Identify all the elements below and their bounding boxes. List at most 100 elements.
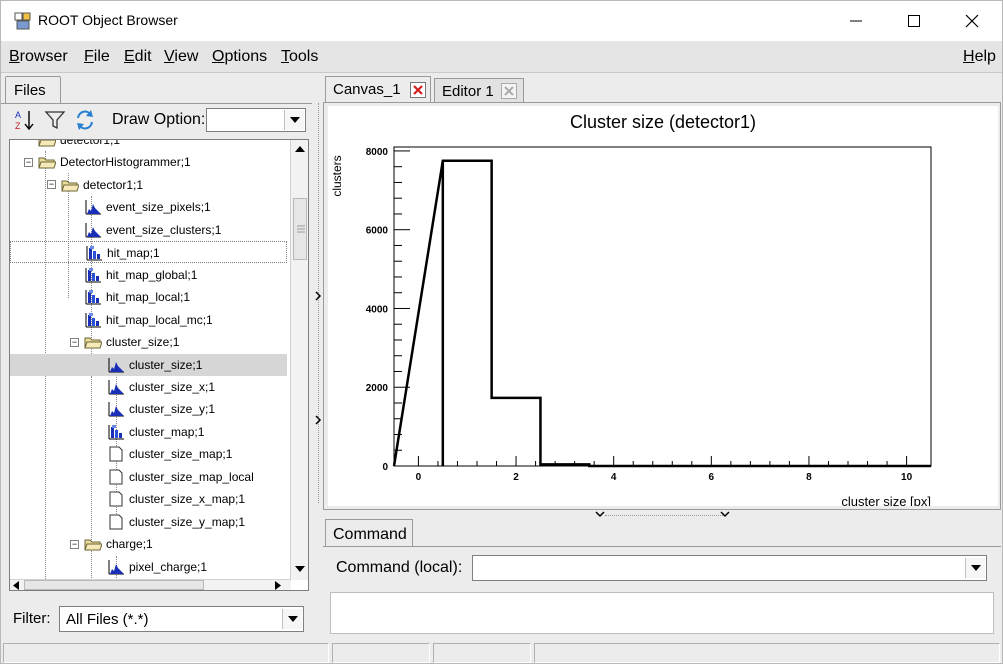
tree-item[interactable]: cluster_map;1 [10, 421, 287, 443]
tree-item[interactable]: event_size_clusters;1 [10, 219, 287, 241]
horizontal-splitter[interactable] [323, 511, 1001, 519]
x-tick-label: 0 [416, 472, 422, 483]
menu-tools[interactable]: Tools [281, 48, 319, 65]
hscroll-thumb[interactable] [24, 580, 204, 590]
command-label: Command (local): [336, 559, 463, 576]
title-bar: ROOT Object Browser [1, 1, 1002, 41]
filter-select[interactable]: All Files (*.*) [59, 606, 304, 632]
draw-option-select[interactable] [206, 108, 306, 132]
collapse-toggle-icon[interactable]: − [24, 156, 33, 167]
tree-item[interactable]: cluster_size_map_local [10, 466, 287, 488]
tree-item[interactable]: cluster_size_x_map;1 [10, 488, 287, 510]
command-input[interactable] [472, 555, 987, 581]
tree-item-label: detector1;1 [60, 140, 121, 147]
menu-options[interactable]: Options [212, 48, 268, 65]
tree-item-label: event_size_pixels;1 [106, 200, 211, 215]
chevron-down-icon[interactable] [282, 609, 302, 629]
menu-view[interactable]: View [164, 48, 199, 65]
root-canvas[interactable]: Cluster size (detector1) clusters cluste… [328, 106, 998, 509]
document-icon [109, 514, 123, 530]
collapse-toggle-icon[interactable]: − [70, 538, 79, 549]
tree-item[interactable]: hit_map_global;1 [10, 264, 287, 286]
tree-item[interactable]: hit_map_local_mc;1 [10, 309, 287, 331]
file-browser-panel: Files A Z Draw Option: [1, 73, 314, 639]
command-output[interactable] [330, 592, 994, 634]
menu-file[interactable]: File [84, 48, 110, 65]
tab-canvas-1-label: Canvas_1 [333, 81, 401, 98]
tab-editor-1[interactable]: Editor 1 [434, 78, 524, 103]
tree-item[interactable]: − detector1;1 [10, 174, 287, 196]
minimize-icon [850, 20, 862, 22]
tree-item[interactable]: cluster_size_y;1 [10, 398, 287, 420]
chevron-right-icon[interactable] [315, 291, 322, 301]
vertical-splitter[interactable] [314, 73, 322, 639]
tree-item[interactable]: − cluster_size;1 [10, 331, 287, 353]
collapse-toggle-icon[interactable]: − [47, 179, 56, 190]
menu-help[interactable]: Help [963, 48, 996, 65]
collapse-toggle-icon[interactable]: − [70, 336, 79, 347]
maximize-button[interactable] [885, 1, 943, 41]
hsplit-line [605, 515, 723, 516]
vertical-scrollbar[interactable] [290, 140, 308, 580]
tab-canvas-1[interactable]: Canvas_1 [325, 76, 431, 103]
window-title: ROOT Object Browser [38, 12, 178, 28]
tree-item-label: hit_map_global;1 [106, 267, 198, 282]
refresh-icon[interactable] [73, 108, 97, 132]
svg-text:Z: Z [15, 121, 21, 131]
x-tick-label: 2 [513, 472, 519, 483]
tree-item[interactable]: event_size_pixels;1 [10, 196, 287, 218]
histogram-2d-icon [85, 312, 101, 328]
scroll-thumb[interactable] [293, 198, 307, 260]
horizontal-scrollbar[interactable] [10, 579, 291, 590]
histogram-2d-icon [108, 424, 124, 440]
tree-item-label: cluster_size;1 [106, 335, 180, 350]
close-tab-icon[interactable] [410, 82, 426, 98]
folder-open-icon [38, 157, 56, 169]
chevron-down-icon[interactable] [595, 511, 605, 518]
tree-viewport: detector1;1− DetectorHistogrammer;1− detec… [10, 140, 291, 580]
tab-files[interactable]: Files [5, 76, 61, 104]
tree-item-label: cluster_size_y_map;1 [129, 514, 246, 529]
tree-item[interactable]: cluster_size_map;1 [10, 443, 287, 465]
histogram-1d-icon [108, 402, 124, 417]
histogram-bin-1 [492, 398, 541, 466]
canvas-frame: Cluster size (detector1) clusters cluste… [323, 102, 1001, 510]
tree-item[interactable]: cluster_size_x;1 [10, 376, 287, 398]
tree-item[interactable]: cluster_size;1 [10, 353, 287, 376]
chevron-down-icon[interactable] [965, 558, 985, 578]
tree-item[interactable]: hit_map;1 [10, 241, 287, 264]
tree-item-label: detector1;1 [83, 177, 144, 192]
close-icon [965, 14, 979, 28]
tree-item[interactable]: − DetectorHistogrammer;1 [10, 151, 287, 173]
tree-item[interactable]: pixel_charge;1 [10, 556, 287, 578]
close-tab-icon[interactable] [501, 83, 517, 99]
command-panel: Command Command (local): [323, 517, 1001, 639]
sort-az-icon[interactable]: A Z [13, 108, 37, 132]
chevron-down-icon[interactable] [720, 511, 730, 518]
chart-title: Cluster size (detector1) [570, 112, 756, 132]
tree-item[interactable]: detector1;1 [10, 140, 287, 151]
tree-item[interactable]: cluster_size_y_map;1 [10, 511, 287, 533]
scroll-up-icon[interactable] [295, 146, 305, 152]
tree-item[interactable]: hit_map_local;1 [10, 286, 287, 308]
menu-edit[interactable]: Edit [124, 48, 152, 65]
histogram-chart[interactable]: Cluster size (detector1) clusters cluste… [328, 106, 998, 509]
minimize-button[interactable] [827, 1, 885, 41]
tab-command[interactable]: Command [325, 519, 413, 547]
canvas-tab-bar: Canvas_1 Editor 1 [323, 73, 1001, 103]
tree-item-label: cluster_size_map;1 [129, 447, 233, 462]
filter-icon[interactable] [43, 108, 67, 132]
close-window-button[interactable] [943, 1, 1001, 41]
tree-item-label: hit_map;1 [107, 246, 160, 261]
menu-browser[interactable]: Browser [9, 48, 68, 65]
tab-divider [1, 103, 312, 104]
status-field-1 [3, 643, 329, 663]
tree-item[interactable]: − charge;1 [10, 533, 287, 555]
histogram-2d-icon [85, 290, 101, 305]
chevron-right-icon[interactable] [315, 415, 322, 425]
scroll-left-icon[interactable] [13, 581, 19, 590]
scroll-down-icon[interactable] [295, 566, 305, 572]
scroll-right-icon[interactable] [275, 581, 281, 590]
histogram-1d-icon [108, 559, 124, 575]
chevron-down-icon[interactable] [284, 110, 304, 130]
